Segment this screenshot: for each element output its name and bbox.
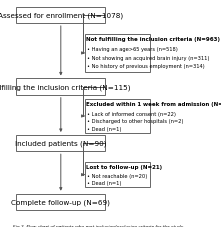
Text: Fig 2. Flow chart of patients who met inclusion/exclusion criteria for the study: Fig 2. Flow chart of patients who met in… [13, 224, 185, 227]
Text: Complete follow-up (N=69): Complete follow-up (N=69) [11, 199, 110, 205]
Text: Lost to follow-up (N=21): Lost to follow-up (N=21) [86, 165, 162, 170]
Text: • Having an age>65 years (n=518): • Having an age>65 years (n=518) [88, 47, 178, 52]
Text: Assessed for enrollment (N=1078): Assessed for enrollment (N=1078) [0, 13, 123, 19]
Text: • Not showing an acquired brain injury (n=311): • Not showing an acquired brain injury (… [88, 55, 210, 60]
FancyBboxPatch shape [16, 194, 105, 210]
Text: Included patients (N=90): Included patients (N=90) [15, 140, 107, 147]
Text: • Dead (n=1): • Dead (n=1) [88, 126, 122, 131]
FancyBboxPatch shape [85, 163, 150, 187]
Text: • Dead (n=1): • Dead (n=1) [88, 180, 122, 185]
Text: • Lack of informed consent (n=22): • Lack of informed consent (n=22) [88, 111, 176, 116]
FancyBboxPatch shape [16, 79, 105, 95]
Text: • No history of previous employment (n=314): • No history of previous employment (n=3… [88, 64, 205, 69]
Text: Fulfilling the inclusion criteria (N=115): Fulfilling the inclusion criteria (N=115… [0, 84, 131, 91]
FancyBboxPatch shape [16, 8, 105, 24]
FancyBboxPatch shape [16, 135, 105, 152]
FancyBboxPatch shape [85, 35, 150, 73]
FancyBboxPatch shape [85, 100, 150, 133]
Text: • Not reachable (n=20): • Not reachable (n=20) [88, 173, 148, 178]
Text: Not fulfilling the inclusion criteria (N=963): Not fulfilling the inclusion criteria (N… [86, 37, 220, 42]
Text: • Discharged to other hospitals (n=2): • Discharged to other hospitals (n=2) [88, 118, 184, 123]
Text: Excluded within 1 week from admission (N=25): Excluded within 1 week from admission (N… [86, 102, 221, 107]
